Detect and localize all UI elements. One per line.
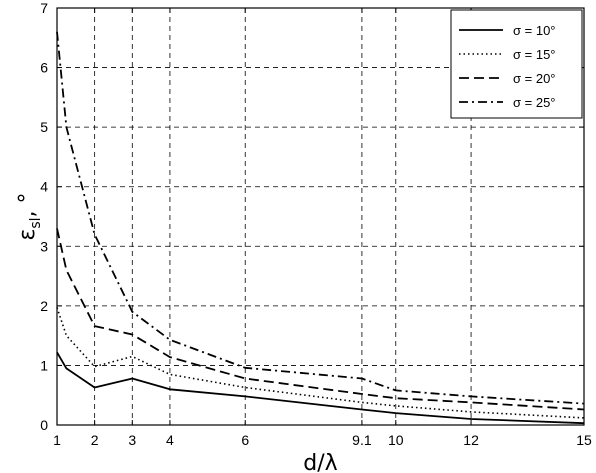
legend-entry-label: σ = 10° xyxy=(513,23,556,38)
legend-entry-label: σ = 15° xyxy=(513,47,556,62)
series-line-2 xyxy=(56,307,585,419)
x-tick-label: 10 xyxy=(388,432,404,448)
y-tick-label: 0 xyxy=(40,417,48,433)
y-axis-title-suffix: , ° xyxy=(15,192,40,217)
series-lines xyxy=(56,31,585,425)
x-tick-label: 6 xyxy=(241,432,249,448)
x-tick-label: 3 xyxy=(128,432,136,448)
series-line-1 xyxy=(56,351,585,425)
legend-entry-label: σ = 25° xyxy=(513,95,556,110)
grid-lines xyxy=(57,8,584,425)
axis-ticks xyxy=(56,7,585,426)
x-tick-label: 15 xyxy=(576,432,592,448)
y-tick-label: 3 xyxy=(40,238,48,254)
x-tick-label: 2 xyxy=(91,432,99,448)
y-axis-title-sub: sl xyxy=(28,217,44,228)
y-axis-title-main: ε xyxy=(15,229,40,241)
x-axis-title: d/λ xyxy=(303,451,337,473)
svg-text:εsl, °: εsl, ° xyxy=(15,192,44,240)
x-tick-label: 9.1 xyxy=(352,432,372,448)
y-tick-label: 2 xyxy=(40,298,48,314)
x-tick-label: 12 xyxy=(463,432,479,448)
legend-entry-label: σ = 20° xyxy=(513,71,556,86)
y-axis-title: εsl, ° xyxy=(15,192,44,240)
legend: σ = 10° σ = 15° σ = 20° σ = 25° xyxy=(450,9,583,119)
y-tick-label: 1 xyxy=(40,357,48,373)
y-tick-label: 7 xyxy=(40,0,48,16)
y-tick-label: 6 xyxy=(40,60,48,76)
y-tick-label: 5 xyxy=(40,119,48,135)
x-tick-label: 1 xyxy=(53,432,61,448)
y-tick-label: 4 xyxy=(40,179,48,195)
plot-frame xyxy=(56,7,585,426)
x-tick-label: 4 xyxy=(166,432,174,448)
legend-box xyxy=(450,9,583,119)
series-line-3 xyxy=(56,228,585,411)
series-line-4 xyxy=(56,31,585,405)
